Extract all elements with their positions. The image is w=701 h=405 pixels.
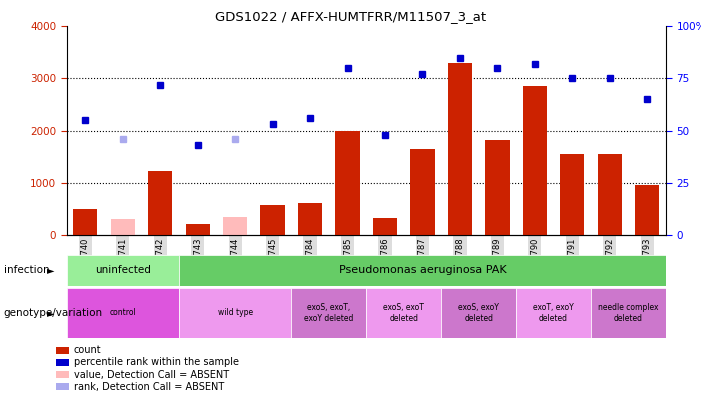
Text: genotype/variation: genotype/variation [4, 308, 102, 318]
Text: infection: infection [4, 265, 49, 275]
Text: control: control [109, 308, 136, 318]
Bar [335, 130, 360, 235]
Text: wild type: wild type [217, 308, 253, 318]
Text: exoS, exoY
deleted: exoS, exoY deleted [458, 303, 499, 322]
Text: GDS1022 / AFFX-HUMTFRR/M11507_3_at: GDS1022 / AFFX-HUMTFRR/M11507_3_at [215, 10, 486, 23]
Bar [179, 288, 292, 338]
Bar [179, 255, 666, 286]
Bar [597, 153, 622, 235]
Bar [516, 288, 591, 338]
Bar [67, 255, 179, 286]
Text: ►: ► [47, 308, 54, 318]
Bar [591, 288, 666, 338]
Text: Pseudomonas aeruginosa PAK: Pseudomonas aeruginosa PAK [339, 265, 506, 275]
Bar [73, 209, 97, 235]
Bar [373, 218, 397, 235]
Bar [366, 288, 441, 338]
Text: rank, Detection Call = ABSENT: rank, Detection Call = ABSENT [74, 382, 224, 392]
Bar [410, 149, 435, 235]
Bar [292, 288, 366, 338]
Text: exoS, exoT,
exoY deleted: exoS, exoT, exoY deleted [304, 303, 353, 322]
Bar [560, 154, 585, 235]
Text: percentile rank within the sample: percentile rank within the sample [74, 358, 238, 367]
Text: exoT, exoY
deleted: exoT, exoY deleted [533, 303, 574, 322]
Text: uninfected: uninfected [95, 265, 151, 275]
Bar [298, 202, 322, 235]
Bar [67, 288, 179, 338]
Bar [448, 63, 472, 235]
Text: count: count [74, 345, 101, 355]
Bar [186, 224, 210, 235]
Bar [635, 185, 660, 235]
Bar [441, 288, 516, 338]
Bar [261, 205, 285, 235]
Bar [148, 171, 172, 235]
Bar [485, 140, 510, 235]
Text: exoS, exoT
deleted: exoS, exoT deleted [383, 303, 424, 322]
Text: needle complex
deleted: needle complex deleted [598, 303, 659, 322]
Bar [223, 217, 247, 235]
Text: ►: ► [47, 265, 54, 275]
Text: value, Detection Call = ABSENT: value, Detection Call = ABSENT [74, 370, 229, 379]
Bar [523, 86, 547, 235]
Bar [111, 219, 135, 235]
